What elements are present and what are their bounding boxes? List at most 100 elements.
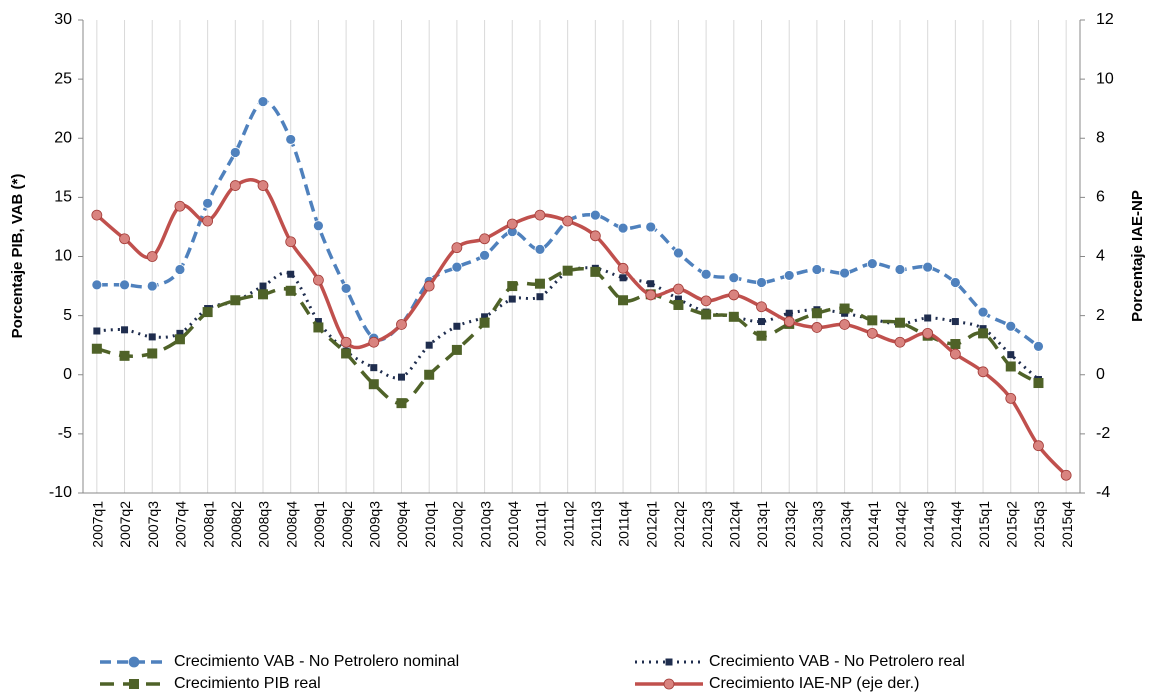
x-tick-label: 2009q2	[339, 501, 355, 548]
data-point	[811, 308, 822, 319]
data-point	[534, 244, 546, 255]
data-point	[229, 147, 241, 158]
data-point	[396, 319, 407, 330]
legend-label: Crecimiento VAB - No Petrolero real	[709, 653, 965, 670]
series-line	[96, 99, 1040, 348]
data-point	[589, 209, 601, 221]
y2-tick-label: 12	[1096, 11, 1114, 28]
x-tick-label: 2012q2	[671, 501, 687, 548]
data-point	[506, 218, 518, 230]
x-tick-label: 2014q1	[865, 501, 881, 548]
x-tick-label: 2007q2	[117, 501, 133, 548]
y-axis-title: Porcentaje PIB, VAB (*)	[9, 174, 26, 339]
data-point	[619, 274, 627, 282]
data-point	[1005, 361, 1016, 372]
data-point	[534, 278, 545, 289]
y-tick-label: -5	[58, 425, 72, 442]
data-point	[811, 264, 823, 275]
data-point	[700, 268, 712, 280]
data-point	[93, 327, 101, 335]
data-point	[1033, 440, 1044, 452]
data-point	[618, 295, 629, 306]
data-point	[894, 264, 906, 275]
x-tick-label: 2010q1	[422, 501, 438, 548]
data-point	[673, 247, 684, 259]
x-tick-label: 2015q1	[976, 501, 992, 548]
data-point	[453, 322, 461, 330]
data-point	[894, 317, 905, 328]
data-point	[313, 274, 324, 286]
data-point	[424, 369, 435, 380]
data-point	[425, 341, 433, 349]
x-tick-label: 2014q3	[920, 501, 936, 548]
x-tick-label: 2011q4	[616, 501, 632, 547]
y2-tick-label: 6	[1096, 189, 1105, 206]
data-point	[647, 280, 655, 288]
y2-tick-label: 2	[1096, 307, 1105, 324]
y2-tick-label: 4	[1096, 248, 1105, 265]
data-point	[91, 209, 103, 221]
data-point	[397, 373, 405, 381]
data-point	[977, 306, 989, 318]
x-tick-label: 2012q1	[643, 501, 659, 548]
data-point	[756, 330, 767, 341]
data-point	[285, 285, 296, 296]
data-point	[1005, 392, 1017, 404]
data-point	[176, 329, 184, 337]
data-point	[839, 267, 850, 279]
y-tick-label: 0	[63, 366, 72, 383]
data-point	[451, 261, 463, 273]
data-point	[451, 242, 463, 254]
y-tick-label: -10	[49, 484, 72, 501]
y2-tick-label: -4	[1096, 484, 1110, 501]
x-tick-label: 2008q3	[256, 501, 272, 548]
data-point	[91, 343, 102, 354]
data-point	[949, 348, 961, 360]
data-point	[479, 233, 490, 245]
data-point	[1007, 351, 1015, 359]
data-point	[285, 134, 297, 145]
data-point	[313, 322, 324, 333]
data-point	[562, 215, 574, 227]
x-tick-label: 2007q3	[145, 501, 161, 548]
x-tick-label: 2013q1	[754, 501, 770, 548]
data-point	[119, 279, 130, 291]
data-point	[202, 307, 213, 318]
y2-tick-label: 0	[1096, 366, 1105, 383]
y-tick-label: 25	[54, 70, 72, 87]
data-point	[121, 326, 129, 334]
y-tick-label: 5	[63, 307, 72, 324]
data-point	[589, 230, 601, 242]
x-tick-label: 2009q4	[394, 501, 410, 548]
x-tick-label: 2014q2	[893, 501, 909, 548]
legend-marker	[665, 658, 673, 666]
data-point	[867, 315, 878, 326]
y-tick-label: 30	[54, 11, 72, 28]
data-point	[590, 266, 601, 277]
data-point	[148, 333, 156, 341]
y2-tick-label: 8	[1096, 129, 1105, 146]
x-tick-label: 2013q3	[810, 501, 826, 548]
x-tick-label: 2009q1	[311, 501, 327, 548]
x-tick-label: 2009q3	[366, 501, 382, 548]
data-point	[866, 327, 878, 339]
data-point	[119, 233, 130, 245]
data-point	[313, 220, 324, 232]
data-point	[340, 336, 352, 348]
data-point	[340, 283, 352, 294]
y2-tick-label: 10	[1096, 70, 1114, 87]
x-tick-label: 2010q2	[450, 501, 466, 548]
legend-marker	[128, 656, 140, 668]
data-point	[287, 270, 295, 278]
data-point	[368, 379, 379, 390]
data-point	[922, 261, 934, 273]
data-point	[451, 344, 462, 355]
legend-marker	[663, 678, 675, 690]
data-point	[257, 180, 269, 191]
data-point	[700, 295, 712, 307]
data-point	[479, 249, 490, 261]
data-point	[202, 197, 214, 209]
data-point	[645, 221, 657, 233]
data-point	[866, 258, 878, 269]
